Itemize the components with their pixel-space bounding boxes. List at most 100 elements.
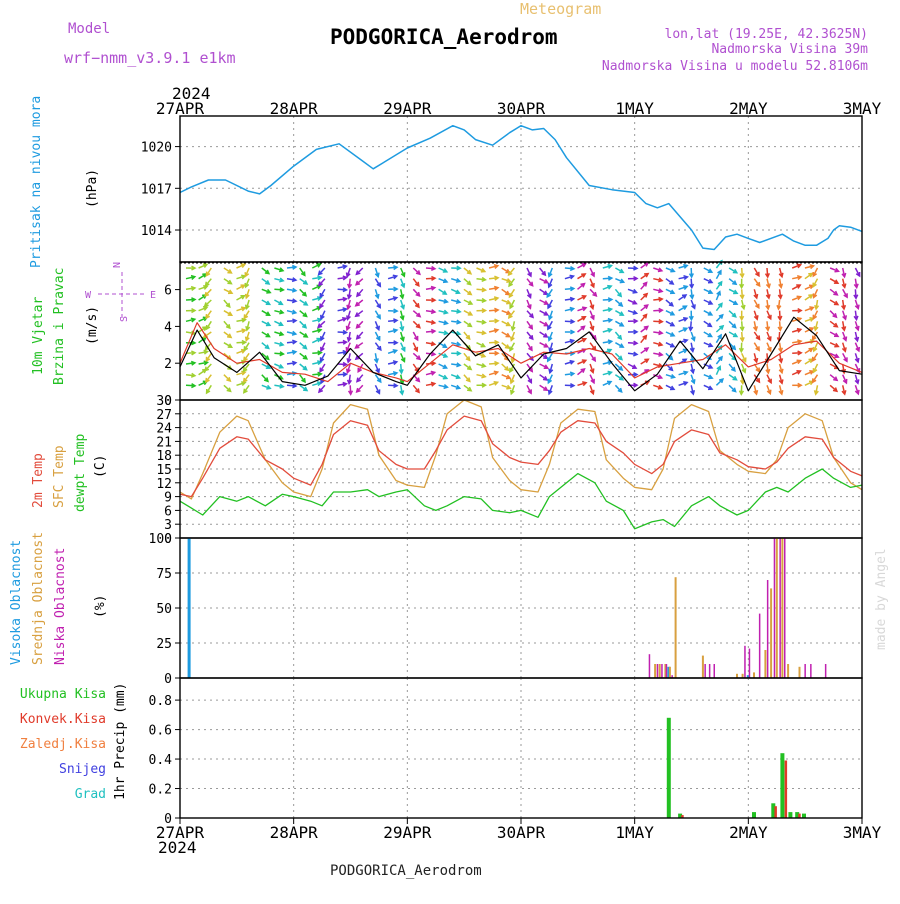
compass-w: W — [85, 290, 92, 301]
time-label-bottom-6: 3MAY — [843, 823, 882, 842]
wind-label-1: 10m Vjetar — [31, 297, 46, 375]
ytick-label-3-2: 50 — [156, 602, 172, 617]
elevation-label: Nadmorska Visina 39m — [711, 42, 868, 57]
cloud-bar — [654, 664, 656, 678]
ytick-label-0-0: 1014 — [141, 224, 172, 239]
wind-unit: (m/s) — [85, 306, 100, 345]
cloud-bar — [659, 664, 661, 678]
precip-bar — [788, 812, 792, 818]
precip-unit: 1hr Precip (mm) — [113, 683, 128, 800]
cloud-bar — [749, 649, 751, 678]
compass-n: N — [112, 262, 123, 268]
ytick-label-4-1: 0.2 — [149, 783, 172, 798]
cloud-bar — [784, 538, 786, 678]
cloud-bar — [649, 654, 651, 678]
precip-bar — [752, 812, 756, 818]
cloud-bar — [774, 538, 776, 678]
time-label-bottom-4: 1MAY — [615, 823, 654, 842]
plot-area: 27APR27APR28APR28APR29APR29APR30APR30APR… — [141, 99, 882, 842]
precip-bar — [780, 753, 784, 818]
temp-label-sfc: SFC Temp — [52, 445, 67, 508]
precip-bar — [667, 718, 671, 818]
model-name: wrf−nmm_v3.9.1 e1km — [64, 49, 236, 67]
cloud-bar — [804, 664, 806, 678]
cloud-bar — [825, 664, 827, 678]
precip-legend-frz: Zaledj.Kisa — [20, 737, 106, 752]
ytick-label-2-9: 27 — [156, 408, 172, 423]
pressure-label: Pritisak na nivou mora — [29, 96, 44, 268]
ytick-label-2-10: 30 — [156, 394, 172, 409]
precip-bar — [774, 806, 777, 818]
ytick-label-4-0: 0 — [164, 812, 172, 827]
time-label-bottom-3: 30APR — [497, 823, 546, 842]
cloud-bar — [666, 664, 668, 678]
cloud-bar — [675, 577, 677, 678]
time-label-top-4: 1MAY — [615, 99, 654, 118]
ytick-label-3-0: 0 — [164, 672, 172, 687]
cloud-bar — [779, 538, 781, 678]
ytick-label-0-2: 1020 — [141, 141, 172, 156]
ytick-label-2-8: 24 — [156, 422, 172, 437]
cloud-bar — [781, 538, 783, 678]
ytick-label-2-2: 6 — [164, 504, 172, 519]
cloud-label-high: Visoka Oblacnost — [9, 540, 24, 665]
ytick-label-2-3: 9 — [164, 491, 172, 506]
cloud-bar — [787, 664, 789, 678]
lonlat-label: lon,lat (19.25E, 42.3625N) — [665, 27, 869, 42]
ytick-label-2-4: 12 — [156, 477, 172, 492]
ytick-label-2-1: 3 — [164, 518, 172, 533]
wind-label-2: Brzina i Pravac — [52, 268, 67, 385]
cloud-bar — [753, 672, 755, 678]
cloud-bar — [764, 650, 766, 678]
cloud-bar — [759, 614, 761, 678]
cloud-label-mid: Srednja Oblacnost — [31, 532, 46, 665]
cloud-bar — [810, 664, 812, 678]
ytick-label-2-7: 21 — [156, 435, 172, 450]
cloud-bar — [767, 580, 769, 678]
precip-legend-total: Ukupna Kisa — [20, 687, 106, 702]
cloud-label-low: Niska Oblacnost — [53, 548, 68, 665]
ytick-label-3-4: 100 — [149, 532, 172, 547]
precip-legend-graupel: Grad — [75, 787, 106, 802]
ytick-label-0-1: 1017 — [141, 182, 172, 197]
time-label-bottom-1: 28APR — [270, 823, 319, 842]
precip-legend-snow: Snijeg — [59, 762, 106, 777]
precip-legend-conv: Konvek.Kisa — [20, 712, 106, 727]
cloud-bar — [770, 588, 772, 678]
cloud-bar — [744, 646, 746, 678]
time-label-top-6: 3MAY — [843, 99, 882, 118]
ytick-label-2-5: 15 — [156, 463, 172, 478]
meteogram-label: Meteogram — [520, 0, 601, 18]
footer-station: PODGORICA_Aerodrom — [330, 863, 482, 879]
precip-bar — [785, 761, 788, 819]
temp-label-dewpt: dewpt Temp — [73, 434, 88, 512]
cloud-bar — [188, 538, 191, 678]
ytick-label-3-3: 75 — [156, 567, 172, 582]
cloud-bar — [702, 656, 704, 678]
time-label-top-3: 30APR — [497, 99, 546, 118]
pressure-unit: (hPa) — [85, 169, 100, 208]
ytick-label-4-2: 0.4 — [149, 753, 173, 768]
cloud-bar — [776, 538, 778, 678]
time-label-top-0: 27APR — [156, 99, 205, 118]
station-title: PODGORICA_Aerodrom — [330, 25, 558, 49]
cloud-bar — [709, 664, 711, 678]
ytick-label-4-3: 0.6 — [149, 724, 172, 739]
model-label: Model — [68, 21, 110, 37]
time-label-top-5: 2MAY — [729, 99, 768, 118]
time-label-bottom-5: 2MAY — [729, 823, 768, 842]
compass-s: S — [119, 316, 130, 322]
ytick-label-1-2: 4 — [164, 320, 172, 335]
compass-e: E — [150, 290, 156, 301]
cloud-bar — [669, 667, 671, 678]
ytick-label-3-1: 25 — [156, 637, 172, 652]
temp-label-2m: 2m Temp — [31, 453, 46, 508]
cloud-bar — [661, 664, 663, 678]
cloud-bar — [799, 667, 801, 678]
ytick-label-4-4: 0.8 — [149, 694, 172, 709]
time-label-bottom-2: 29APR — [383, 823, 432, 842]
ytick-label-2-6: 18 — [156, 449, 172, 464]
model-elevation-label: Nadmorska Visina u modelu 52.8106m — [602, 59, 868, 74]
